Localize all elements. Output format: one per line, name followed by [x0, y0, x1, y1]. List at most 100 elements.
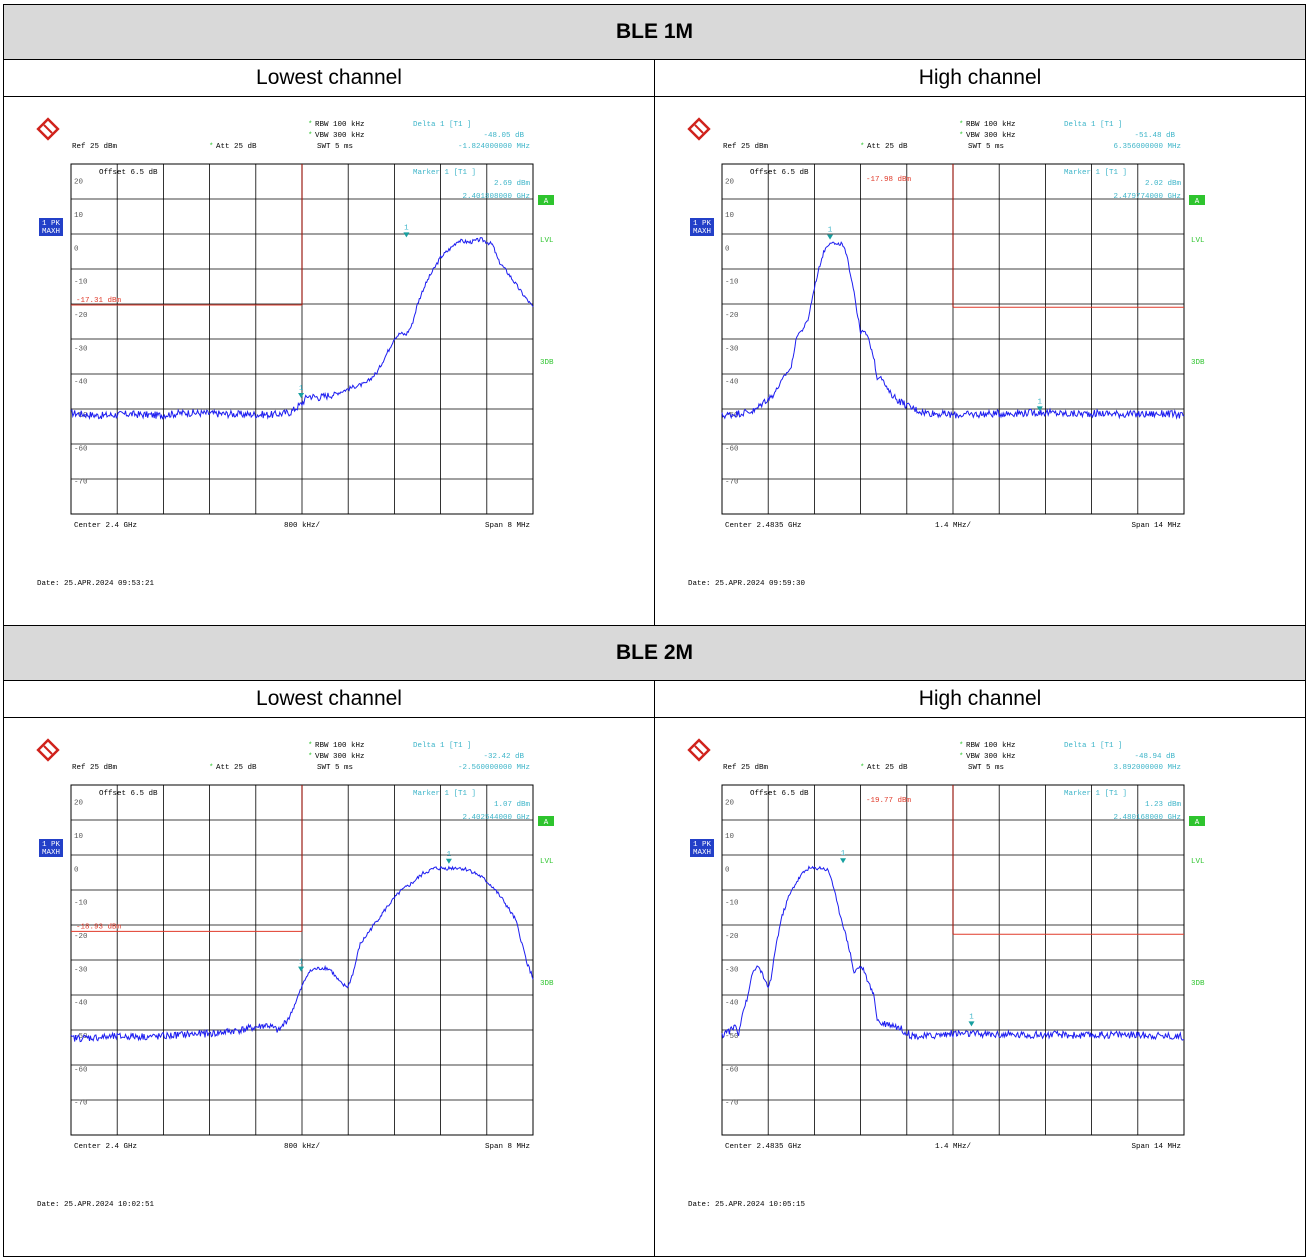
rs-logo-stroke: [694, 745, 704, 755]
display-line-label: -17.98 dBm: [866, 176, 912, 184]
offset-label: Offset 6.5 dB: [99, 790, 158, 798]
y-tick-label: -10: [74, 900, 88, 908]
ref-level-label: Ref 25 dBm: [72, 764, 118, 772]
marker-1-triangle: [445, 858, 452, 864]
vbw-label: VBW 300 kHz: [315, 132, 365, 140]
marker-number: 1: [299, 385, 304, 393]
timestamp-label: Date: 25.APR.2024 09:59:30: [688, 580, 806, 588]
rbw-label: RBW 100 kHz: [315, 742, 365, 750]
vbw-label: VBW 300 kHz: [966, 132, 1016, 140]
side-label-3db: 3DB: [1191, 980, 1205, 988]
marker-frequency: 2.479774000 GHz: [1113, 193, 1181, 201]
vbw-label: VBW 300 kHz: [966, 753, 1016, 761]
y-tick-label: -60: [74, 445, 88, 453]
delta-marker-label: Delta 1 [T1 ]: [413, 742, 472, 750]
att-star: *: [860, 143, 865, 151]
y-tick-label: 0: [725, 866, 730, 874]
marker-label: Marker 1 [T1 ]: [1064, 169, 1127, 177]
y-tick-label: 20: [74, 800, 84, 808]
side-label-3db: 3DB: [540, 980, 554, 988]
span-label: Span 8 MHz: [485, 1143, 530, 1151]
y-tick-label: -40: [725, 379, 739, 387]
delta-marker-triangle: [968, 1021, 975, 1027]
center-frequency-label: Center 2.4 GHz: [74, 1143, 137, 1151]
rbw-star: *: [308, 121, 313, 129]
rbw-star: *: [308, 742, 313, 750]
y-tick-label: -30: [74, 345, 88, 353]
attenuation-label: Att 25 dB: [216, 764, 257, 772]
offset-label: Offset 6.5 dB: [99, 169, 158, 177]
rs-logo: [687, 738, 711, 762]
offset-label: Offset 6.5 dB: [750, 169, 809, 177]
offset-label: Offset 6.5 dB: [750, 790, 809, 798]
division-label: 800 kHz/: [284, 522, 321, 530]
rs-logo: [36, 738, 60, 762]
swt-label: SWT 5 ms: [317, 764, 353, 772]
side-label-3db: 3DB: [540, 359, 554, 367]
att-star: *: [209, 143, 214, 151]
trace-badge-line1: 1 PK: [693, 841, 712, 849]
y-tick-label: 20: [74, 179, 84, 187]
spectrum-plot-ble2m-lowest: * RBW 100 kHz * VBW 300 kHz SWT 5 ms Ref 25 d…: [4, 718, 652, 1246]
plot-cell: * RBW 100 kHz * VBW 300 kHz SWT 5 ms Ref 25 d…: [653, 96, 1307, 626]
trace-badge: [39, 839, 63, 857]
side-label-a: A: [1195, 819, 1200, 827]
marker-frequency: 2.402544000 GHz: [462, 814, 530, 822]
y-tick-label: -70: [74, 479, 88, 487]
delta-marker-value: -51.48 dB: [1134, 132, 1175, 140]
marker-label: Marker 1 [T1 ]: [1064, 790, 1127, 798]
delta-marker-label: Delta 1 [T1 ]: [413, 121, 472, 129]
trace-badge-line2: MAXH: [693, 849, 711, 857]
plot-cell: * RBW 100 kHz * VBW 300 kHz SWT 5 ms Ref 25 d…: [3, 717, 655, 1257]
marker-number: 1: [841, 850, 846, 858]
side-label-lvl: LVL: [1191, 237, 1205, 245]
y-tick-label: -20: [725, 312, 739, 320]
spectrum-trace: [70, 865, 534, 1043]
y-tick-label: -40: [74, 1000, 88, 1008]
trace-badge: [39, 218, 63, 236]
ref-level-label: Ref 25 dBm: [72, 143, 118, 151]
y-tick-label: -60: [74, 1066, 88, 1074]
rs-logo: [687, 117, 711, 141]
plot-cell: * RBW 100 kHz * VBW 300 kHz SWT 5 ms Ref 25 d…: [653, 717, 1307, 1257]
trace-badge-line2: MAXH: [693, 228, 711, 236]
att-star: *: [860, 764, 865, 772]
side-label-a: A: [544, 819, 549, 827]
timestamp-label: Date: 25.APR.2024 09:53:21: [37, 580, 155, 588]
section-title-ble-1m: BLE 1M: [2, 4, 1307, 60]
y-tick-label: -30: [725, 966, 739, 974]
center-frequency-label: Center 2.4835 GHz: [725, 1143, 802, 1151]
spectrum-trace: [721, 241, 1185, 420]
y-tick-label: -40: [74, 379, 88, 387]
side-label-lvl: LVL: [1191, 858, 1205, 866]
rbw-star: *: [959, 742, 964, 750]
trace-badge: [690, 218, 714, 236]
marker-1-triangle: [840, 858, 847, 864]
column-label-high-channel: High channel: [653, 59, 1307, 97]
rs-logo-stroke: [43, 124, 53, 134]
attenuation-label: Att 25 dB: [867, 143, 908, 151]
delta-marker-label: Delta 1 [T1 ]: [1064, 742, 1123, 750]
division-label: 800 kHz/: [284, 1143, 321, 1151]
side-label-lvl: LVL: [540, 237, 554, 245]
marker-number: 1: [447, 851, 452, 859]
swt-label: SWT 5 ms: [317, 143, 353, 151]
display-line-label: -18.93 dBm: [76, 923, 122, 931]
side-label-lvl: LVL: [540, 858, 554, 866]
span-label: Span 14 MHz: [1131, 522, 1181, 530]
attenuation-label: Att 25 dB: [216, 143, 257, 151]
y-tick-label: -60: [725, 1066, 739, 1074]
division-label: 1.4 MHz/: [935, 522, 972, 530]
y-tick-label: -10: [74, 279, 88, 287]
column-label-lowest-channel: Lowest channel: [3, 59, 655, 97]
rbw-label: RBW 100 kHz: [966, 121, 1016, 129]
rbw-star: *: [959, 121, 964, 129]
y-tick-label: -50: [74, 412, 88, 420]
section-title-ble-2m: BLE 2M: [2, 625, 1307, 681]
vbw-star: *: [308, 753, 313, 761]
y-tick-label: 20: [725, 179, 735, 187]
trace-badge-line1: 1 PK: [42, 220, 61, 228]
